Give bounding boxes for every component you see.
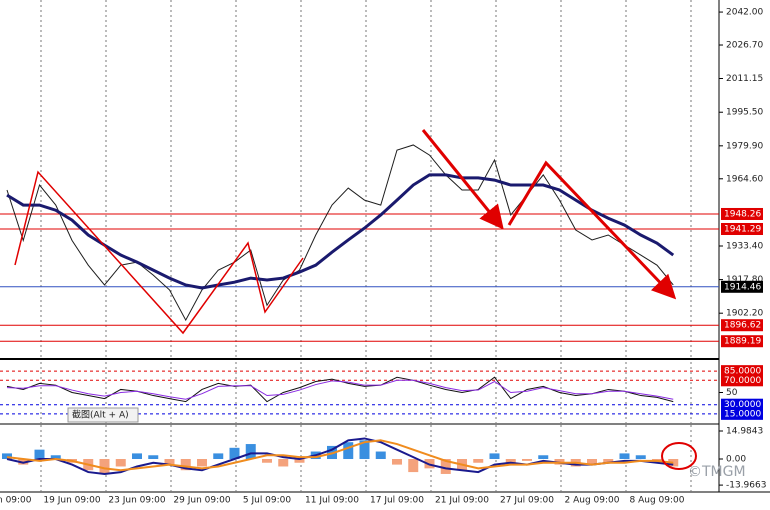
x-tick-label: n 09:00 <box>0 496 32 506</box>
histogram-bar <box>489 453 500 460</box>
histogram-bar <box>229 447 240 460</box>
y-tick-label: 1964.60 <box>726 174 763 184</box>
x-tick-label: 17 Jul 09:00 <box>370 496 424 506</box>
histogram-bar <box>538 455 549 460</box>
histogram-bar <box>180 459 191 471</box>
x-tick-label: 23 Jun 09:00 <box>108 496 165 506</box>
trend-arrow <box>421 129 504 230</box>
histogram-bar <box>343 442 354 460</box>
histogram-bar <box>392 459 402 465</box>
y-tick-label: 14.9843 <box>726 427 763 437</box>
series-line <box>6 439 674 472</box>
watermark: ©TMGM <box>688 464 746 480</box>
histogram-bar <box>294 459 305 463</box>
x-tick-label: 21 Jul 09:00 <box>435 496 489 506</box>
histogram-bar <box>522 459 532 461</box>
y-tick-label: 70.0000 <box>724 376 761 386</box>
x-tick-label: 8 Aug 09:00 <box>630 496 685 506</box>
y-tick-label: -13.9663 <box>726 481 766 491</box>
x-tick-label: 5 Jul 09:00 <box>243 496 292 506</box>
y-tick-label: 2042.00 <box>726 8 763 18</box>
y-tick-label: 2026.70 <box>726 41 763 51</box>
y-tick-label: 1995.50 <box>726 108 763 118</box>
series-line <box>6 173 675 290</box>
x-tick-label: 29 Jun 09:00 <box>173 496 230 506</box>
series-line <box>6 379 674 400</box>
histogram-bar <box>359 440 370 460</box>
highlight-circle <box>661 442 697 470</box>
histogram-bar <box>115 459 126 467</box>
series-line <box>6 144 674 322</box>
y-tick-label: 50 <box>726 388 738 398</box>
histogram-bar <box>375 451 386 460</box>
level-label-box <box>721 280 763 293</box>
y-tick-label: 0.00 <box>726 455 746 465</box>
tooltip: 截图(Alt + A) <box>72 409 129 421</box>
tick-label-box <box>721 407 763 420</box>
histogram-bar <box>148 455 159 460</box>
y-tick-label: 1917.80 <box>726 275 763 285</box>
histogram-bar <box>213 453 224 460</box>
y-tick-label: 2011.15 <box>726 74 763 84</box>
histogram-bar <box>440 459 451 474</box>
trend-arrow <box>507 160 677 300</box>
histogram-bar <box>164 459 175 465</box>
histogram-bar <box>245 444 256 460</box>
histogram-bar <box>262 459 272 463</box>
zigzag-annotation <box>14 170 304 335</box>
y-tick-label: 1902.20 <box>726 309 763 319</box>
histogram-bar <box>99 459 110 474</box>
x-tick-label: 2 Aug 09:00 <box>565 496 620 506</box>
level-label-box <box>721 207 763 220</box>
histogram-bar <box>635 455 646 460</box>
y-tick-label: 1933.40 <box>726 241 763 251</box>
level-label-box <box>721 222 763 235</box>
y-tick-label: 30.0000 <box>724 400 761 410</box>
histogram-bar <box>2 453 12 460</box>
level-label: 1896.62 <box>724 321 761 331</box>
histogram-bar <box>603 459 614 463</box>
histogram-bar <box>50 455 61 460</box>
histogram-bar <box>408 459 419 473</box>
y-tick-label: 1979.90 <box>726 141 763 151</box>
tick-label-box <box>721 365 763 378</box>
y-tick-label: 15.0000 <box>724 409 761 419</box>
level-label-box <box>721 335 763 348</box>
tick-label-box <box>721 374 763 387</box>
histogram-bar <box>473 459 484 463</box>
x-tick-label: 19 Jun 09:00 <box>43 496 100 506</box>
level-label: 1914.46 <box>724 282 761 292</box>
histogram-bar <box>197 459 207 467</box>
tick-label-box <box>721 398 763 411</box>
level-label: 1889.19 <box>724 337 761 347</box>
x-tick-label: 11 Jul 09:00 <box>305 496 359 506</box>
histogram-bar <box>587 459 597 465</box>
x-tick-label: 27 Jul 09:00 <box>500 496 554 506</box>
tooltip-box <box>67 407 139 423</box>
level-label: 1941.29 <box>724 224 761 234</box>
histogram-bar <box>132 453 142 460</box>
level-label: 1948.26 <box>724 209 761 219</box>
histogram-bar <box>619 453 630 460</box>
histogram-bar <box>278 459 289 467</box>
y-tick-label: 85.0000 <box>724 367 761 377</box>
level-label-box <box>721 319 763 332</box>
histogram-bar <box>34 449 45 460</box>
